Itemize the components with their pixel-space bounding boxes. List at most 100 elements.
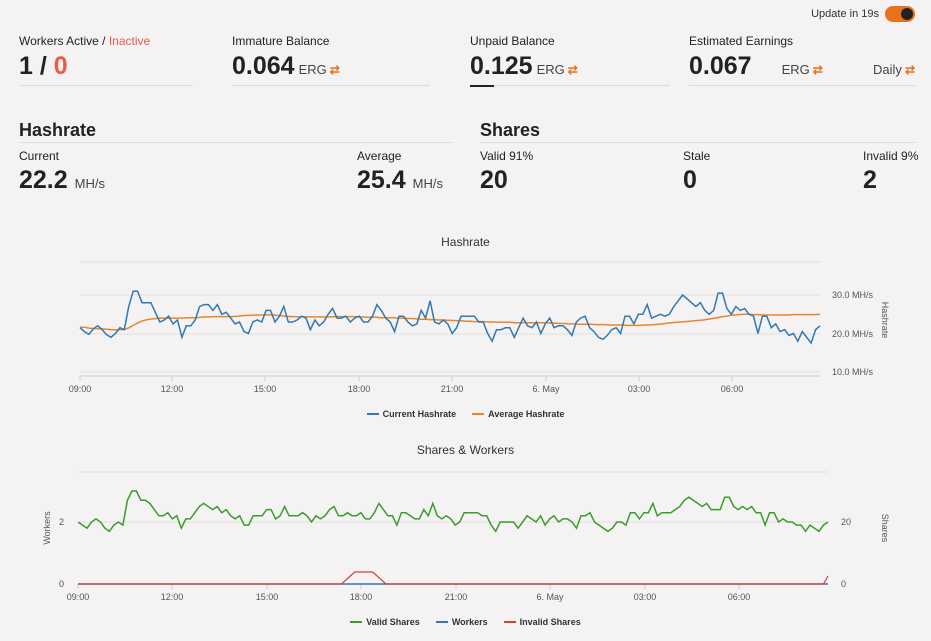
x-tick-label: 6. May [536,592,564,602]
legend-swatch [472,413,485,415]
legend-label-invalid: Invalid Shares [519,617,581,627]
workers-active-count: 1 [19,52,33,80]
average-hashrate-line [80,313,821,331]
x-tick-label: 03:00 [634,592,657,602]
unpaid-balance-value: 0.125 [470,52,533,80]
x-tick-label: 12:00 [161,592,184,602]
legend-item-workers[interactable]: Workers [435,617,488,627]
invalid-shares-stat: Invalid 9% 2 [863,149,918,195]
swap-period-icon: ⇄ [904,63,915,77]
shares-workers-chart-title: Shares & Workers [416,443,515,457]
divider [19,85,193,86]
x-tick-label: 06:00 [721,384,744,394]
workers-inactive-label: Inactive [108,34,151,48]
legend-swatch [350,621,363,623]
x-tick-label: 12:00 [161,384,184,394]
y-tick-label-left: 2 [59,517,64,527]
legend-item-average-hashrate[interactable]: Average Hashrate [472,409,564,419]
x-tick-label: 18:00 [350,592,373,602]
hashrate-section-title: Hashrate [19,120,97,140]
shares-section-title: Shares [480,120,541,140]
average-hashrate-stat: Average 25.4 MH/s [357,149,443,195]
auto-update-toggle[interactable] [885,6,915,22]
workers-label: Workers Active / Inactive [19,34,193,48]
currency-selector[interactable]: ERG ⇄ [782,62,823,77]
estimated-earnings-row: 0.067 ERG ⇄ Daily ⇄ [689,52,915,81]
valid-shares-label: Valid 91% [480,149,534,163]
update-countdown-label: Update in 19s [811,8,879,20]
unpaid-balance-stat: Unpaid Balance 0.125 ERG ⇄ [470,34,670,87]
current-hashrate-label: Current [19,149,60,163]
stale-shares-label: Stale [683,149,711,163]
y-tick-label-right: 0 [841,579,846,589]
legend-item-invalid-shares[interactable]: Invalid Shares [503,617,581,627]
workers-separator: / [32,52,54,80]
x-tick-label: 15:00 [256,592,279,602]
stale-shares-stat: Stale 0 [683,149,710,195]
y-tick-label: 30.0 MH/s [832,290,874,300]
immature-balance-stat: Immature Balance 0.064 ERG ⇄ [232,34,430,86]
stale-shares-value: 0 [683,166,697,194]
legend-label-workers: Workers [451,617,488,627]
x-tick-label: 06:00 [728,592,751,602]
immature-balance-value-row: 0.064 ERG ⇄ [232,52,430,81]
immature-balance-value: 0.064 [232,52,295,80]
y-axis-label: Hashrate [880,302,890,339]
legend-label-valid: Valid Shares [366,617,420,627]
y-axis-label-left: Workers [42,511,52,545]
y-tick-label: 20.0 MH/s [832,329,874,339]
estimated-earnings-value: 0.067 [689,52,752,80]
period-selector[interactable]: Daily ⇄ [873,62,915,77]
x-tick-label: 03:00 [628,384,651,394]
currency-label: ERG [781,62,810,77]
immature-balance-label: Immature Balance [232,34,330,48]
workers-inactive-count: 0 [53,52,68,80]
x-tick-label: 21:00 [445,592,468,602]
divider [480,142,915,143]
shares-workers-chart-legend: Valid Shares Workers Invalid Shares [0,617,931,627]
workers-active-label: Workers Active / [19,34,109,48]
hashrate-unit: MH/s [74,176,106,191]
toggle-knob [901,8,913,20]
swap-currency-icon[interactable]: ⇄ [329,63,340,77]
divider [232,85,430,86]
legend-label-current: Current Hashrate [382,409,457,419]
legend-item-current-hashrate[interactable]: Current Hashrate [366,409,457,419]
valid-shares-stat: Valid 91% 20 [480,149,533,195]
average-hashrate-label: Average [357,149,402,163]
auto-update-control: Update in 19s [811,6,915,22]
legend-swatch [435,621,448,623]
divider [470,85,670,87]
estimated-earnings-label: Estimated Earnings [689,34,794,48]
valid-shares-value: 20 [480,166,508,194]
invalid-shares-line [78,571,829,585]
valid-shares-line [77,490,829,533]
hashrate-chart: 09:00 12:00 15:00 18:00 21:00 6. May 03:00 06:0… [69,261,890,394]
invalid-shares-label: Invalid 9% [863,149,919,163]
currency-label: ERG [298,62,327,77]
divider-highlight [470,85,494,87]
shares-workers-chart: 09:00 12:00 15:00 18:00 21:00 6. May 03:00 06:0… [42,471,890,602]
unpaid-balance-label: Unpaid Balance [470,34,555,48]
x-tick-label: 15:00 [254,384,277,394]
hashrate-chart-legend: Current Hashrate Average Hashrate [0,409,931,419]
divider-rest [494,85,670,86]
current-hashrate-value: 22.2 [19,166,68,194]
hashrate-chart-title: Hashrate [441,235,490,249]
workers-value: 1 / 0 [19,52,193,81]
workers-stat: Workers Active / Inactive 1 / 0 [19,34,193,86]
average-hashrate-value: 25.4 [357,166,406,194]
legend-swatch [503,621,516,623]
y-axis-label-right: Shares [880,514,890,543]
x-tick-label: 18:00 [348,384,371,394]
y-tick-label-left: 0 [59,579,64,589]
current-hashrate-stat: Current 22.2 MH/s [19,149,105,195]
period-label: Daily [873,62,902,77]
legend-item-valid-shares[interactable]: Valid Shares [350,617,420,627]
x-tick-label: 09:00 [67,592,90,602]
current-hashrate-value-row: 22.2 MH/s [19,166,105,195]
swap-currency-icon[interactable]: ⇄ [567,63,578,77]
hashrate-unit: MH/s [412,176,444,191]
y-tick-label-right: 20 [841,517,851,527]
estimated-earnings-stat: Estimated Earnings 0.067 ERG ⇄ Daily ⇄ [689,34,915,86]
